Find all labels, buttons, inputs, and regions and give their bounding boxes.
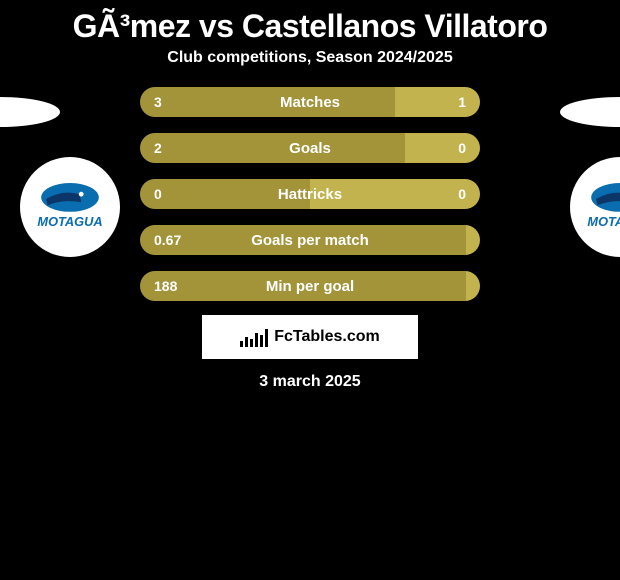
- player-right-column: MOTAGUA: [480, 87, 620, 257]
- svg-text:MOTAGUA: MOTAGUA: [37, 214, 102, 229]
- branding-badge[interactable]: FcTables.com: [202, 315, 418, 359]
- stat-left-value: 0.67: [140, 225, 466, 255]
- stat-bar: 31Matches: [140, 87, 480, 117]
- bar-chart-icon: [240, 327, 268, 347]
- player-left-column: MOTAGUA: [0, 87, 140, 257]
- stat-left-value: 2: [140, 133, 405, 163]
- svg-text:MOTAGUA: MOTAGUA: [587, 214, 620, 229]
- player-left-avatar: [0, 97, 60, 127]
- comparison-row: MOTAGUA 31Matches 20Goals 00Hattricks 0.67G…: [0, 87, 620, 301]
- stat-left-value: 188: [140, 271, 466, 301]
- motagua-logo-icon: MOTAGUA: [580, 167, 620, 247]
- player-right-avatar: [560, 97, 620, 127]
- branding-text: FcTables.com: [274, 328, 380, 346]
- motagua-logo-icon: MOTAGUA: [30, 167, 110, 247]
- page-title: GÃ³mez vs Castellanos Villatoro: [0, 0, 620, 49]
- stat-bar: 0.67Goals per match: [140, 225, 480, 255]
- club-right-badge: MOTAGUA: [570, 157, 620, 257]
- date-label: 3 march 2025: [0, 359, 620, 391]
- stat-bar: 20Goals: [140, 133, 480, 163]
- club-left-badge: MOTAGUA: [20, 157, 120, 257]
- stat-right-value: 0: [405, 133, 480, 163]
- stat-left-value: 0: [140, 179, 310, 209]
- page-subtitle: Club competitions, Season 2024/2025: [0, 49, 620, 87]
- stat-right-value: 0: [310, 179, 480, 209]
- stat-right-value: [466, 271, 480, 301]
- stat-bar: 188Min per goal: [140, 271, 480, 301]
- stat-right-value: 1: [395, 87, 480, 117]
- stat-left-value: 3: [140, 87, 395, 117]
- stat-right-value: [466, 225, 480, 255]
- stat-bar: 00Hattricks: [140, 179, 480, 209]
- stats-column: 31Matches 20Goals 00Hattricks 0.67Goals per…: [140, 87, 480, 301]
